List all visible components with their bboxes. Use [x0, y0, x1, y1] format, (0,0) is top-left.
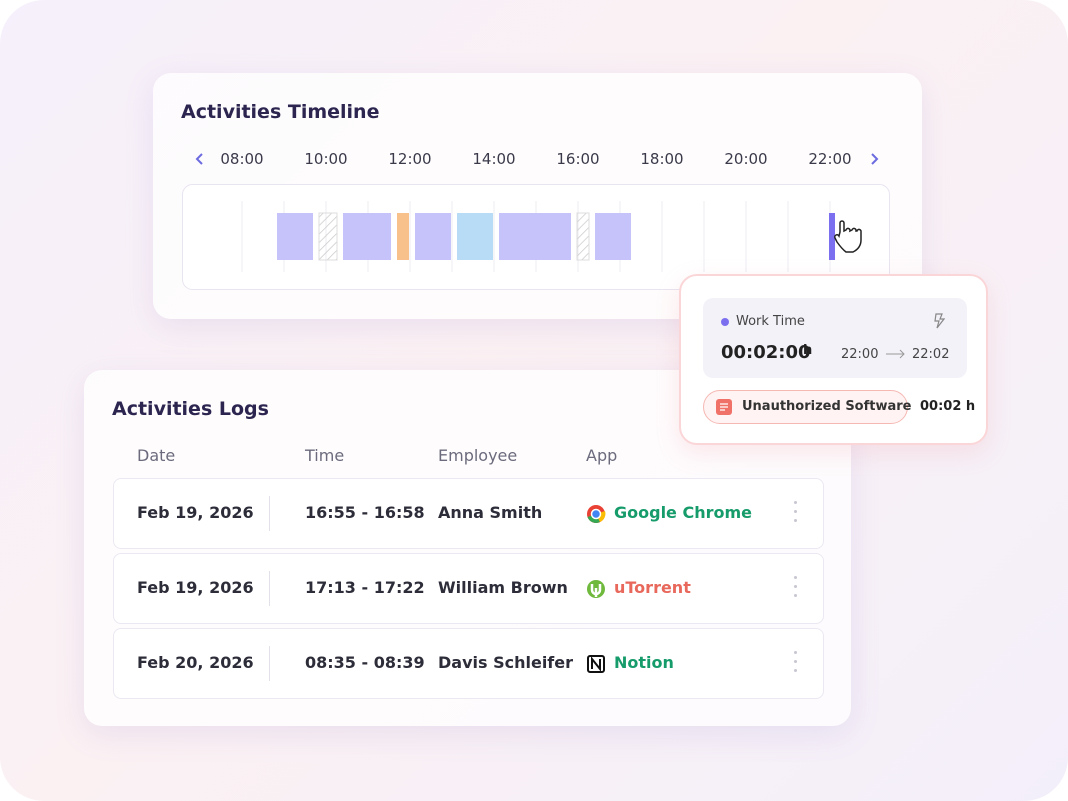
timeline-title: Activities Timeline — [181, 101, 380, 123]
employee: Anna Smith — [438, 503, 543, 522]
popup: Work Time 00:02:00 h 22:00 22:02 Unautho… — [679, 274, 988, 445]
app-icon — [587, 655, 605, 673]
log-row[interactable]: Feb 19, 2026 16:55 - 16:58 Anna Smith Go… — [113, 478, 824, 549]
time: 08:35 - 08:39 — [305, 653, 425, 672]
work-time-label: Work Time — [736, 314, 805, 329]
start-time: 22:00 — [841, 347, 879, 362]
end-time: 22:02 — [912, 347, 950, 362]
duration: 00:02:00 — [721, 342, 811, 363]
column-header: Time — [305, 446, 345, 465]
hour-label: 12:00 — [388, 150, 432, 168]
alert-label: Unauthorized Software — [742, 399, 912, 414]
date: Feb 19, 2026 — [137, 578, 254, 597]
column-header: App — [586, 446, 618, 465]
column-header: Date — [137, 446, 176, 465]
app-name: Notion — [614, 653, 674, 672]
alert-duration: 00:02 h — [920, 399, 976, 414]
hour-label: 16:00 — [556, 150, 600, 168]
alert-badge[interactable]: Unauthorized Software — [703, 390, 912, 424]
app-name: Google Chrome — [614, 503, 753, 522]
work-time-box: Work Time 00:02:00 h 22:00 22:02 — [703, 298, 967, 378]
employee: Davis Schleifer — [438, 653, 574, 672]
hour-label: 22:00 — [808, 150, 852, 168]
app-icon — [587, 580, 605, 598]
row-menu[interactable] — [794, 576, 798, 603]
hour-label: 08:00 — [220, 150, 264, 168]
column-header: Employee — [438, 446, 518, 465]
hour-label: 20:00 — [724, 150, 768, 168]
app-name: uTorrent — [614, 578, 691, 597]
date: Feb 20, 2026 — [137, 653, 254, 672]
hour-label: 10:00 — [304, 150, 348, 168]
log-row[interactable]: Feb 20, 2026 08:35 - 08:39 Davis Schleif… — [113, 628, 824, 699]
row-menu[interactable] — [794, 651, 798, 678]
date: Feb 19, 2026 — [137, 503, 254, 522]
next-button[interactable] — [866, 151, 882, 167]
app-icon — [587, 505, 606, 523]
prev-button[interactable] — [192, 151, 208, 167]
employee: William Brown — [438, 578, 568, 597]
time: 16:55 - 16:58 — [305, 503, 425, 522]
logs-title: Activities Logs — [112, 398, 269, 420]
hour-label: 14:00 — [472, 150, 516, 168]
time: 17:13 - 17:22 — [305, 578, 425, 597]
timeline-strip — [182, 184, 890, 290]
hour-label: 18:00 — [640, 150, 684, 168]
row-menu[interactable] — [794, 501, 798, 528]
log-row[interactable]: Feb 19, 2026 17:13 - 17:22 William Brown… — [113, 553, 824, 624]
duration-unit: h — [803, 343, 813, 358]
